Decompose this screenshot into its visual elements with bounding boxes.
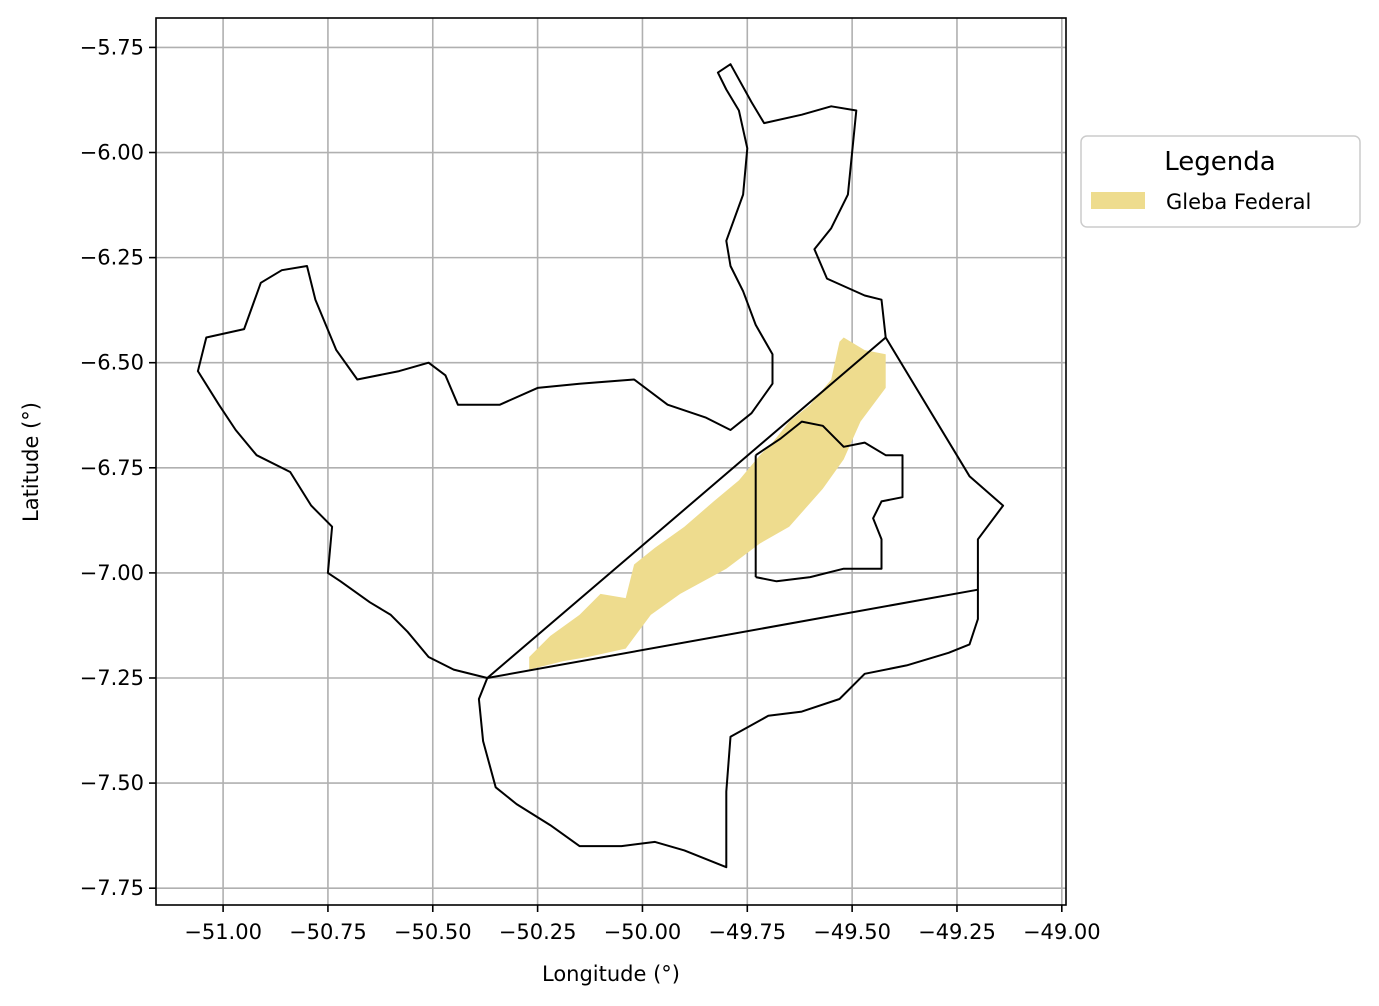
x-tick-label: −50.25 <box>499 920 577 944</box>
gleba-federal-polygon <box>529 337 886 670</box>
x-tick-label: −49.00 <box>1023 920 1101 944</box>
x-tick-label: −50.50 <box>394 920 472 944</box>
y-tick-label: −6.00 <box>80 141 144 165</box>
y-axis-ticks: −5.75 −6.00 −6.25 −6.50 −6.75 −7.00 −7.25 −7.50… <box>80 35 156 900</box>
x-tick-label: −49.25 <box>918 920 996 944</box>
legend: Legenda Gleba Federal <box>1080 135 1361 228</box>
y-tick-label: −7.75 <box>80 876 144 900</box>
legend-box <box>1080 135 1361 228</box>
legend-swatch-gleba-federal <box>1091 192 1145 209</box>
x-axis-ticks: −51.00 −50.75 −50.50 −50.25 −50.00 −49.75 −49.… <box>184 905 1101 944</box>
line-b <box>487 588 979 679</box>
outer-boundary <box>196 63 1005 869</box>
x-axis-label: Longitude (°) <box>542 962 680 986</box>
grid-lines <box>156 18 1066 905</box>
y-tick-label: −6.75 <box>80 456 144 480</box>
x-tick-label: −51.00 <box>184 920 262 944</box>
x-tick-label: −49.75 <box>708 920 786 944</box>
x-tick-label: −50.75 <box>289 920 367 944</box>
y-tick-label: −6.25 <box>80 246 144 270</box>
y-tick-label: −7.00 <box>80 561 144 585</box>
y-tick-label: −5.75 <box>80 35 144 59</box>
legend-title: Legenda <box>1164 147 1275 177</box>
legend-label-gleba-federal: Gleba Federal <box>1166 190 1311 214</box>
y-tick-label: −7.50 <box>80 771 144 795</box>
line-a <box>486 336 887 679</box>
x-tick-label: −50.00 <box>604 920 682 944</box>
inner-division <box>755 420 904 583</box>
plot-frame <box>155 17 1067 906</box>
y-axis-label: Latitude (°) <box>19 402 43 522</box>
y-tick-label: −7.25 <box>80 666 144 690</box>
gleba-federal-layer <box>529 337 886 670</box>
boundary-outlines <box>196 63 1005 869</box>
y-tick-label: −6.50 <box>80 351 144 375</box>
x-tick-label: −49.50 <box>813 920 891 944</box>
